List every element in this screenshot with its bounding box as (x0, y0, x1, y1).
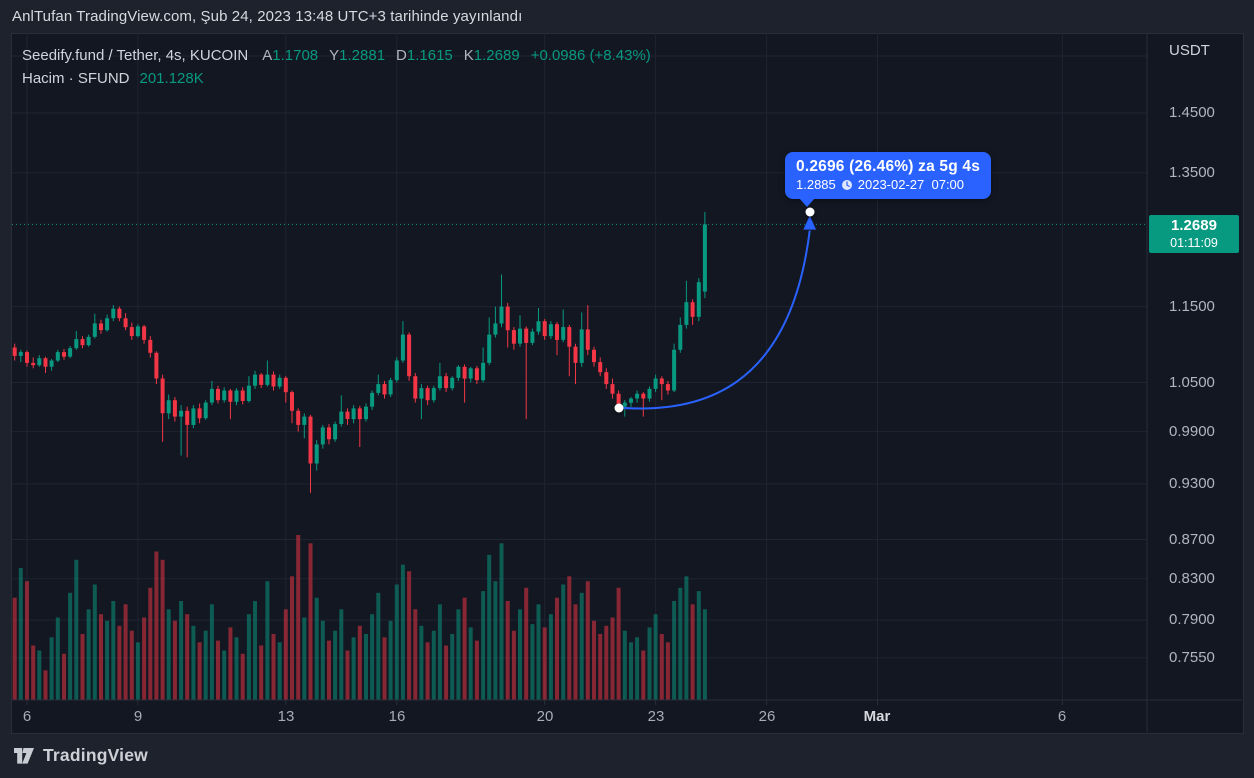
price-axis[interactable]: USDT 1.4500 1.3500 1.1500 1.0500 0.9900 0.930… (1159, 33, 1253, 700)
price-tick-1.4500: 1.4500 (1169, 104, 1215, 121)
price-tick-0.7900: 0.7900 (1169, 611, 1215, 628)
bar-countdown: 01:11:09 (1170, 236, 1218, 251)
measure-datetime: 2023-02-27 07:00 (857, 177, 965, 192)
publish-text: AnlTufan TradingView.com, Şub 24, 2023 1… (12, 8, 523, 25)
price-tick-0.8700: 0.8700 (1169, 531, 1215, 548)
measure-start-handle[interactable] (614, 403, 624, 413)
legend-symbol-row: Seedify.fund / Tether, 4s, KUCOIN A1.170… (22, 45, 651, 67)
measure-detail-row: 1.2885 2023-02-27 07:00 (796, 176, 980, 193)
price-chart-canvas[interactable] (11, 33, 1242, 732)
tooltip-pointer (799, 198, 815, 207)
symbol-title[interactable]: Seedify.fund / Tether, 4s, KUCOIN (22, 47, 249, 64)
volume-value: 201.128K (139, 70, 204, 87)
price-axis-currency: USDT (1169, 42, 1210, 59)
footer: TradingView (0, 733, 1254, 778)
last-price-label: 1.2689 01:11:09 (1149, 215, 1239, 254)
time-tick-26: 26 (758, 708, 776, 725)
tradingview-logo-icon[interactable] (13, 747, 35, 765)
time-tick-13: 13 (277, 708, 295, 725)
time-tick-Mar: Mar (863, 708, 891, 725)
ohlc-Y: Y1.2881 (329, 47, 386, 64)
time-tick-23: 23 (647, 708, 665, 725)
price-tick-1.0500: 1.0500 (1169, 374, 1215, 391)
ohlc-D: D1.1615 (396, 47, 453, 64)
legend-volume-row: Hacim · SFUND 201.128K (22, 68, 651, 90)
symbol-legend: Seedify.fund / Tether, 4s, KUCOIN A1.170… (22, 45, 651, 90)
publish-bar: AnlTufan TradingView.com, Şub 24, 2023 1… (0, 0, 1254, 33)
measure-price: 1.2885 (796, 177, 836, 192)
tradingview-brand-text[interactable]: TradingView (43, 745, 148, 765)
time-tick-6: 6 (22, 708, 32, 725)
time-axis[interactable]: 6 9 13 16 20 23 26 Mar 6 (11, 701, 1147, 732)
time-tick-6: 6 (1057, 708, 1067, 725)
price-tick-0.7550: 0.7550 (1169, 649, 1215, 666)
ohlc-K: K1.2689 (463, 47, 520, 64)
price-tick-1.3500: 1.3500 (1169, 164, 1215, 181)
last-price-value: 1.2689 (1171, 217, 1217, 235)
measure-end-handle[interactable] (805, 207, 815, 217)
clock-icon (841, 179, 852, 190)
time-tick-9: 9 (133, 708, 143, 725)
price-tick-0.9300: 0.9300 (1169, 475, 1215, 492)
measure-change-text: 0.2696 (26.46%) za 5g 4s (796, 158, 981, 175)
time-tick-16: 16 (388, 708, 406, 725)
change-value: +0.0986 (+8.43%) (530, 47, 651, 64)
ohlc-values: A1.1708 Y1.2881 D1.1615 K1.2689 (262, 45, 530, 67)
measure-tooltip[interactable]: 0.2696 (26.46%) za 5g 4s 1.2885 2023-02-… (785, 152, 992, 207)
chart-snapshot (11, 33, 1244, 734)
volume-study-label[interactable]: Hacim · SFUND (22, 70, 130, 87)
price-tick-0.9900: 0.9900 (1169, 423, 1215, 440)
price-tick-0.8300: 0.8300 (1169, 570, 1215, 587)
price-tick-1.1500: 1.1500 (1169, 298, 1215, 315)
ohlc-A: A1.1708 (262, 47, 319, 64)
time-tick-20: 20 (536, 708, 554, 725)
